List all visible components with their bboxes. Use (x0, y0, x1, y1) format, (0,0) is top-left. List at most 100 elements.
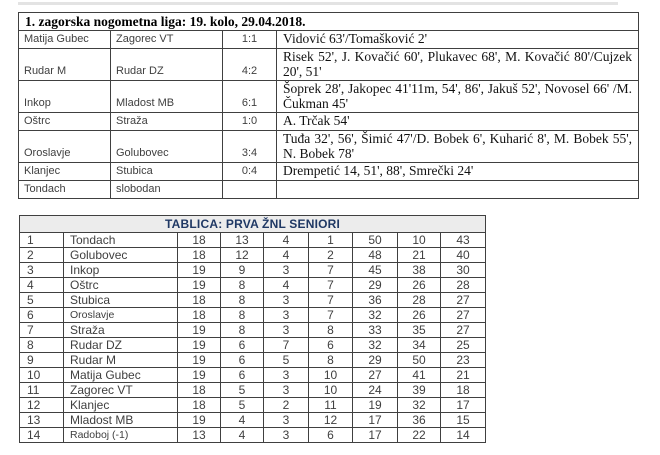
losses-cell: 7 (308, 292, 353, 308)
team-cell: Mladost MB (63, 412, 178, 428)
points-cell: 27 (439, 307, 487, 323)
played-cell: 19 (177, 262, 221, 278)
rank-cell: 5 (19, 292, 64, 308)
draws-cell: 5 (263, 352, 309, 368)
home-team-cell: Tondach (18, 180, 111, 199)
standings-row: 9 Rudar M 19 6 5 8 29 50 23 (19, 352, 487, 368)
team-cell: Stubica (63, 292, 178, 308)
results-table: 1. zagorska nogometna liga: 19. kolo, 29… (17, 12, 640, 199)
scorers-cell: Tuđa 32', 56', Šimić 47'/D. Bobek 6', Ku… (275, 130, 640, 163)
wins-cell: 5 (220, 397, 264, 413)
played-cell: 19 (177, 412, 221, 428)
rank-cell: 12 (19, 397, 64, 413)
goals-against-cell: 28 (397, 292, 441, 308)
standings-row: 4 Oštrc 19 8 4 7 29 26 28 (19, 277, 487, 293)
goals-against-cell: 39 (397, 382, 441, 398)
wins-cell: 8 (220, 277, 264, 293)
goals-for-cell: 19 (352, 397, 398, 413)
team-cell: Klanjec (63, 397, 178, 413)
draws-cell: 3 (263, 382, 309, 398)
points-cell: 30 (439, 262, 487, 278)
losses-cell: 6 (308, 427, 353, 443)
goals-for-cell: 29 (352, 277, 398, 293)
draws-cell: 4 (263, 277, 309, 293)
played-cell: 18 (177, 382, 221, 398)
wins-cell: 13 (220, 232, 264, 248)
points-cell: 27 (439, 292, 487, 308)
played-cell: 18 (177, 292, 221, 308)
draws-cell: 3 (263, 292, 309, 308)
score-cell (222, 180, 277, 199)
losses-cell: 10 (308, 382, 353, 398)
goals-for-cell: 17 (352, 427, 398, 443)
team-cell: Tondach (63, 232, 178, 248)
goals-against-cell: 36 (397, 412, 441, 428)
played-cell: 19 (177, 277, 221, 293)
draws-cell: 3 (263, 412, 309, 428)
wins-cell: 6 (220, 337, 264, 353)
goals-against-cell: 41 (397, 367, 441, 383)
score-cell: 1:1 (222, 30, 277, 49)
goals-for-cell: 33 (352, 322, 398, 338)
rank-cell: 7 (19, 322, 64, 338)
standings-row: 8 Rudar DZ 19 6 7 6 32 34 25 (19, 337, 487, 353)
standings-tbody: TABLICA: PRVA ŽNL SENIORI 1 Tondach 18 13 4 1… (18, 215, 487, 443)
goals-for-cell: 36 (352, 292, 398, 308)
goals-for-cell: 17 (352, 412, 398, 428)
draws-cell: 3 (263, 307, 309, 323)
wins-cell: 4 (220, 427, 264, 443)
standings-row: 12 Klanjec 18 5 2 11 19 32 17 (19, 397, 487, 413)
points-cell: 21 (439, 367, 487, 383)
team-cell: Golubovec (63, 247, 178, 263)
goals-against-cell: 21 (397, 247, 441, 263)
losses-cell: 1 (308, 232, 353, 248)
standings-row: 11 Zagorec VT 18 5 3 10 24 39 18 (19, 382, 487, 398)
away-team-cell: Golubovec (110, 130, 223, 163)
team-cell: Inkop (63, 262, 178, 278)
played-cell: 18 (177, 247, 221, 263)
goals-against-cell: 22 (397, 427, 441, 443)
points-cell: 25 (439, 337, 487, 353)
match-row: Oštrc Straža 1:0 A. Trčak 54' (18, 112, 640, 131)
draws-cell: 4 (263, 247, 309, 263)
score-cell: 1:0 (222, 112, 277, 131)
score-cell: 0:4 (222, 162, 277, 181)
played-cell: 19 (177, 337, 221, 353)
team-cell: Radoboj (-1) (63, 427, 178, 443)
points-cell: 27 (439, 322, 487, 338)
points-cell: 28 (439, 277, 487, 293)
points-cell: 23 (439, 352, 487, 368)
home-team-cell: Matija Gubec (18, 30, 111, 49)
match-row: Rudar M Rudar DZ 4:2 Risek 52', J. Kovačić … (18, 48, 640, 81)
scorers-cell: Drempetić 14, 51', 88', Smrečki 24' (275, 162, 640, 181)
rank-cell: 1 (19, 232, 64, 248)
losses-cell: 12 (308, 412, 353, 428)
away-team-cell: slobodan (110, 180, 223, 199)
rank-cell: 10 (19, 367, 64, 383)
draws-cell: 2 (263, 397, 309, 413)
home-team-cell: Oroslavje (18, 130, 111, 163)
team-cell: Zagorec VT (63, 382, 178, 398)
rank-cell: 3 (19, 262, 64, 278)
goals-for-cell: 27 (352, 367, 398, 383)
goals-against-cell: 26 (397, 307, 441, 323)
goals-against-cell: 34 (397, 337, 441, 353)
played-cell: 19 (177, 352, 221, 368)
losses-cell: 8 (308, 352, 353, 368)
goals-against-cell: 50 (397, 352, 441, 368)
rank-cell: 13 (19, 412, 64, 428)
scorers-cell: Risek 52', J. Kovačić 60', Plukavec 68',… (275, 48, 640, 81)
standings-row: 7 Straža 19 8 3 8 33 35 27 (19, 322, 487, 338)
rank-cell: 8 (19, 337, 64, 353)
team-cell: Rudar DZ (63, 337, 178, 353)
wins-cell: 5 (220, 382, 264, 398)
team-cell: Matija Gubec (63, 367, 178, 383)
played-cell: 19 (177, 367, 221, 383)
away-team-cell: Rudar DZ (110, 48, 223, 81)
played-cell: 18 (177, 397, 221, 413)
draws-cell: 3 (263, 367, 309, 383)
match-row: Klanjec Stubica 0:4 Drempetić 14, 51', 88',… (18, 162, 640, 181)
draws-cell: 3 (263, 427, 309, 443)
goals-for-cell: 50 (352, 232, 398, 248)
losses-cell: 8 (308, 322, 353, 338)
